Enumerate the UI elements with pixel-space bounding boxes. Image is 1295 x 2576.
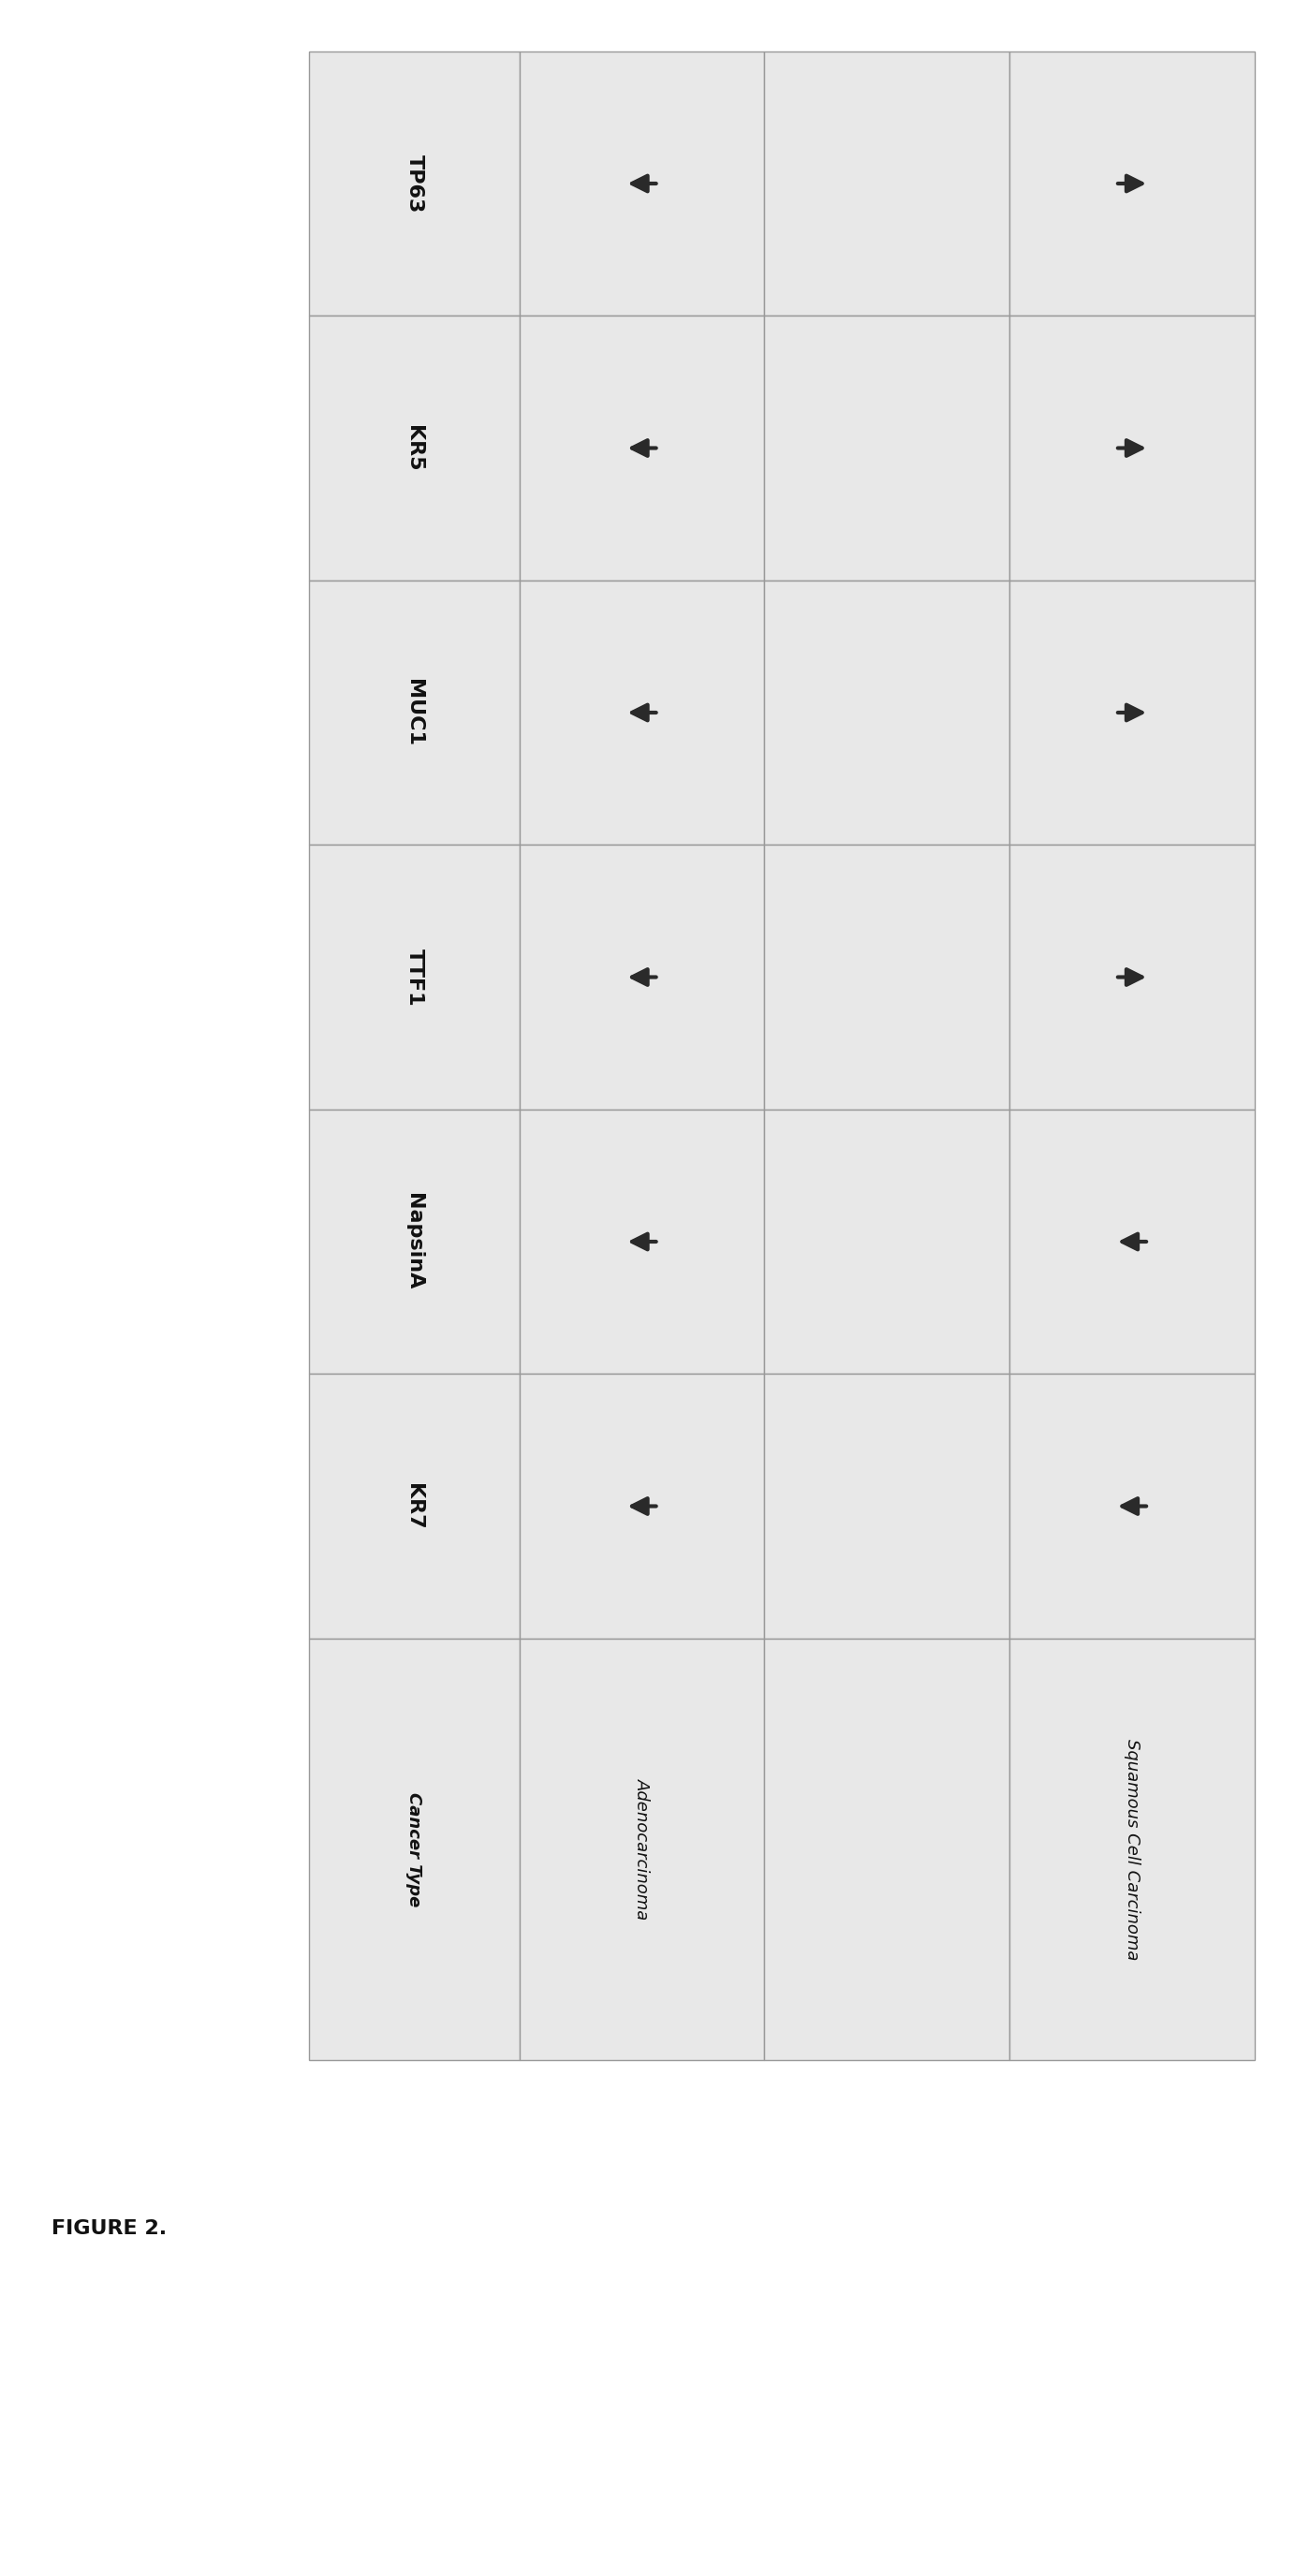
Text: Squamous Cell Carcinoma: Squamous Cell Carcinoma [1124, 1739, 1141, 1960]
Bar [764, 580, 1009, 845]
Bar [519, 1110, 764, 1373]
Bar [764, 1638, 1009, 2061]
Bar [1009, 317, 1255, 580]
Text: FIGURE 2.: FIGURE 2. [52, 2221, 167, 2239]
Bar [519, 845, 764, 1110]
Bar [310, 845, 519, 1110]
Bar [1009, 1638, 1255, 2061]
Text: MUC1: MUC1 [405, 680, 423, 747]
Bar [764, 52, 1009, 317]
Bar [310, 52, 519, 317]
Bar [519, 52, 764, 317]
Text: KR5: KR5 [405, 425, 423, 471]
Bar [1009, 580, 1255, 845]
Bar [1009, 52, 1255, 317]
Text: TTF1: TTF1 [405, 948, 423, 1007]
Bar [310, 317, 519, 580]
Bar [310, 1110, 519, 1373]
Bar [764, 1110, 1009, 1373]
Bar [519, 580, 764, 845]
Bar [310, 580, 519, 845]
Bar [519, 1638, 764, 2061]
Text: NapsinA: NapsinA [405, 1193, 423, 1291]
Text: Adenocarcinoma: Adenocarcinoma [633, 1777, 650, 1919]
Bar [1009, 1110, 1255, 1373]
Bar [310, 1638, 519, 2061]
Bar [1009, 1373, 1255, 1638]
Text: KR7: KR7 [405, 1484, 423, 1530]
Bar [519, 1373, 764, 1638]
Bar [764, 1373, 1009, 1638]
Text: TP63: TP63 [405, 155, 423, 214]
Bar [764, 317, 1009, 580]
Bar [1009, 845, 1255, 1110]
Bar [310, 1373, 519, 1638]
Bar [764, 845, 1009, 1110]
Bar [519, 317, 764, 580]
Text: Cancer Type: Cancer Type [405, 1793, 422, 1906]
